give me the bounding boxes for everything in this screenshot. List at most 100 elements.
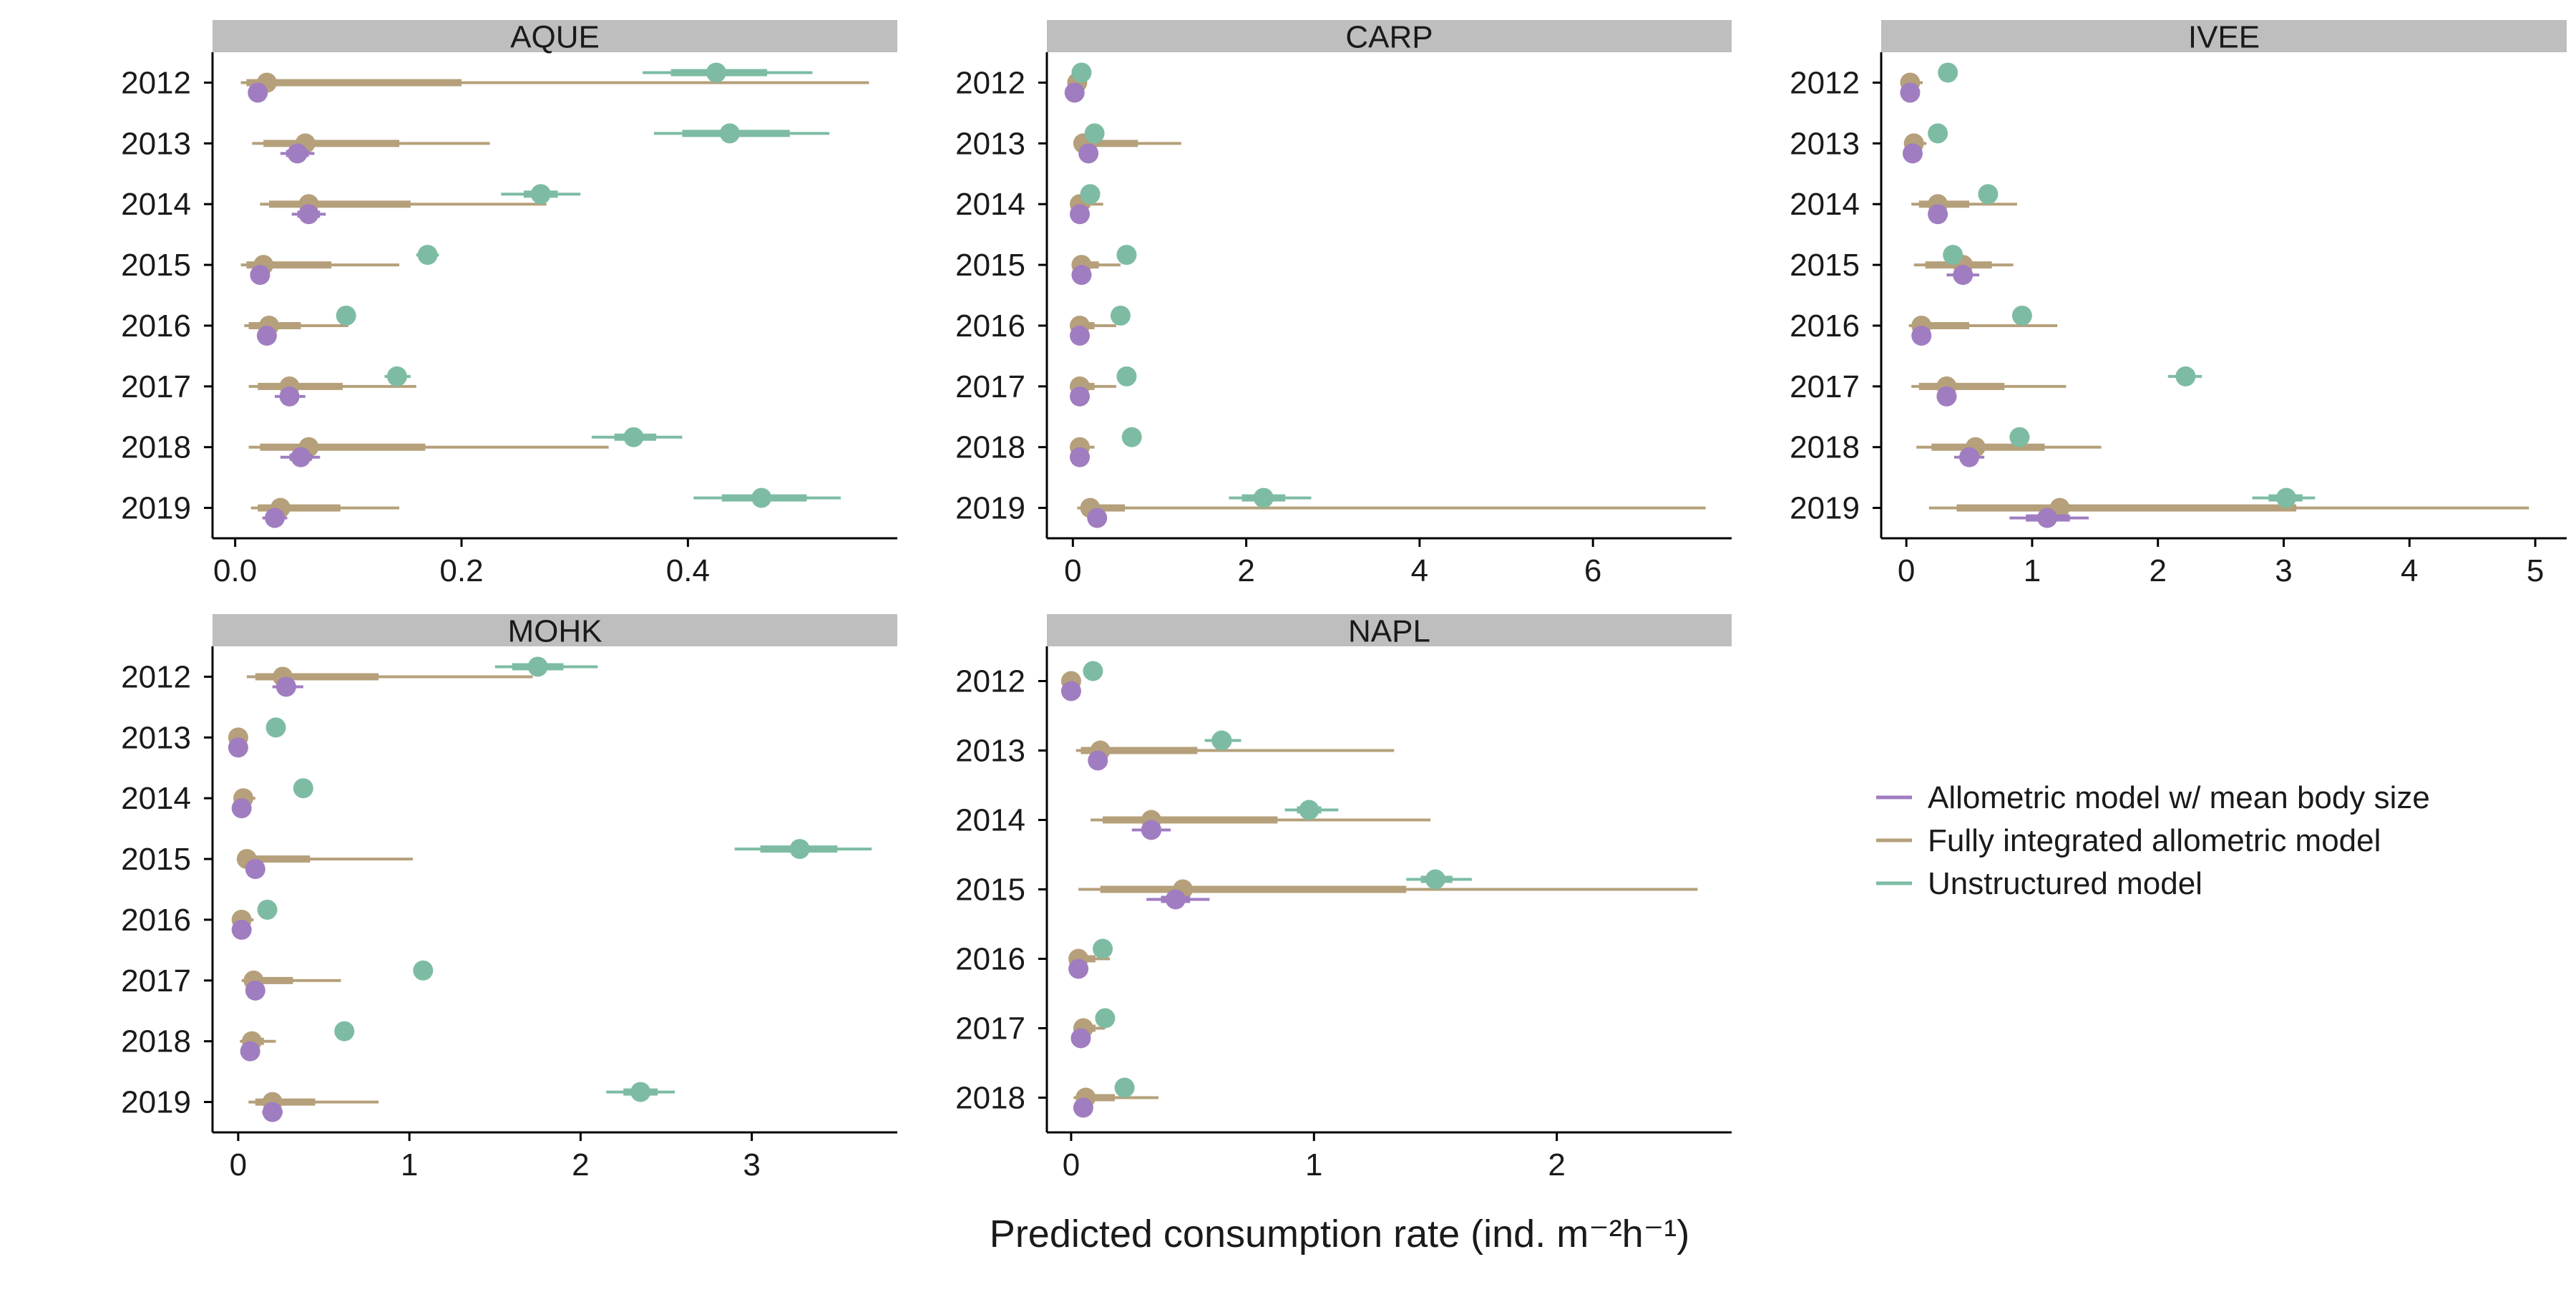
median-point [1978,184,1999,205]
facet-strip-label: NAPL [1348,614,1430,649]
y-tick-label: 2017 [955,369,1025,404]
x-tick-label: 0.0 [213,553,257,588]
facet-panel-aque: AQUE 0.0 0.2 0.4 2012 2013 2014 2015 2016 2017 201… [121,20,897,588]
median-point [1253,487,1274,508]
median-point [1902,143,1923,164]
median-point [240,1041,260,1062]
median-point [530,184,551,205]
series-unstructured [336,62,841,508]
y-tick-label: 2015 [121,248,191,283]
median-point [1093,938,1113,959]
median-point [413,960,434,981]
x-tick-label: 5 [2527,553,2544,588]
median-point [336,305,356,326]
series-fully-integrated [240,72,869,518]
median-point [1936,386,1957,407]
legend-entry: Unstructured model [1876,866,2202,901]
median-point [1078,143,1099,164]
x-tick-label: 2 [2149,553,2166,588]
series-unstructured [1083,661,1472,1098]
median-point [262,1102,283,1122]
series-fully-integrated [1900,72,2529,518]
x-axis-title: Predicted consumption rate (ind. m⁻²h⁻¹) [990,1213,1689,1255]
x-tick-label: 3 [743,1147,760,1182]
median-point [1121,427,1142,447]
y-tick-label: 2013 [955,734,1025,769]
y-tick-label: 2012 [121,659,191,694]
median-point [2009,427,2030,447]
y-tick-label: 2014 [1790,187,1860,222]
median-point [1095,1008,1116,1029]
median-point [1911,325,1932,346]
y-tick-label: 2014 [955,187,1025,222]
x-tick-label: 2 [1237,553,1254,588]
y-tick-label: 2012 [121,65,191,100]
y-tick-label: 2013 [121,720,191,755]
x-tick-label: 4 [1411,553,1428,588]
y-tick-label: 2018 [1790,430,1860,465]
x-tick-label: 6 [1584,553,1601,588]
y-tick-label: 2016 [1790,309,1860,344]
y-tick-label: 2016 [955,309,1025,344]
y-tick-label: 2017 [121,369,191,404]
y-tick-label: 2013 [1790,126,1860,161]
median-point [1088,750,1108,771]
median-point [1165,889,1186,910]
y-tick-label: 2018 [121,1024,191,1059]
series-fully-integrated [1060,671,1698,1108]
facet-strip-label: MOHK [508,614,602,649]
y-tick-label: 2015 [955,248,1025,283]
median-point [1141,820,1161,840]
y-tick-label: 2013 [121,126,191,161]
median-point [1064,82,1085,103]
legend-label: Allometric model w/ mean body size [1928,780,2430,815]
median-point [287,143,308,164]
median-point [275,676,296,697]
y-tick-label: 2015 [1790,248,1860,283]
facet-strip [213,614,897,646]
median-point [1938,62,1958,83]
legend-entry: Allometric model w/ mean body size [1876,780,2430,815]
median-point [1084,123,1105,144]
facet-strip [1881,20,2567,52]
series-allometric-mean [1060,681,1210,1118]
legend-label: Fully integrated allometric model [1928,823,2381,858]
x-tick-label: 0 [230,1147,247,1182]
legend-entry: Fully integrated allometric model [1876,823,2381,858]
facet-panel-ivee: IVEE 0 1 2 3 4 5 2012 2013 2014 2015 2016 2017 2018 20… [1790,20,2567,588]
y-tick-label: 2019 [121,491,191,526]
median-point [1060,681,1081,701]
y-tick-label: 2018 [121,430,191,465]
median-point [245,980,265,1001]
y-tick-label: 2014 [121,187,191,222]
x-tick-label: 1 [1305,1147,1322,1182]
facet-strip [1047,20,1732,52]
median-point [257,899,278,920]
median-point [386,366,407,387]
x-tick-label: 0 [1063,1147,1080,1182]
median-point [250,265,270,286]
x-tick-label: 0 [1898,553,1915,588]
x-tick-label: 4 [2401,553,2418,588]
median-point [2276,487,2297,508]
median-point [279,386,300,407]
y-tick-label: 2012 [955,664,1025,699]
facet-strip [1047,614,1732,646]
median-point [1070,204,1091,225]
y-tick-label: 2015 [955,873,1025,908]
median-point [248,82,268,103]
series-fully-integrated [1067,72,1706,518]
median-point [630,1082,651,1102]
y-tick-label: 2016 [121,903,191,938]
median-point [245,859,265,880]
x-tick-label: 2 [1548,1147,1565,1182]
median-point [1943,245,1963,266]
series-allometric-mean [228,676,303,1122]
median-point [1073,1097,1093,1118]
median-point [1211,730,1232,751]
median-point [1080,184,1101,205]
median-point [751,487,772,508]
median-point [1299,800,1319,820]
